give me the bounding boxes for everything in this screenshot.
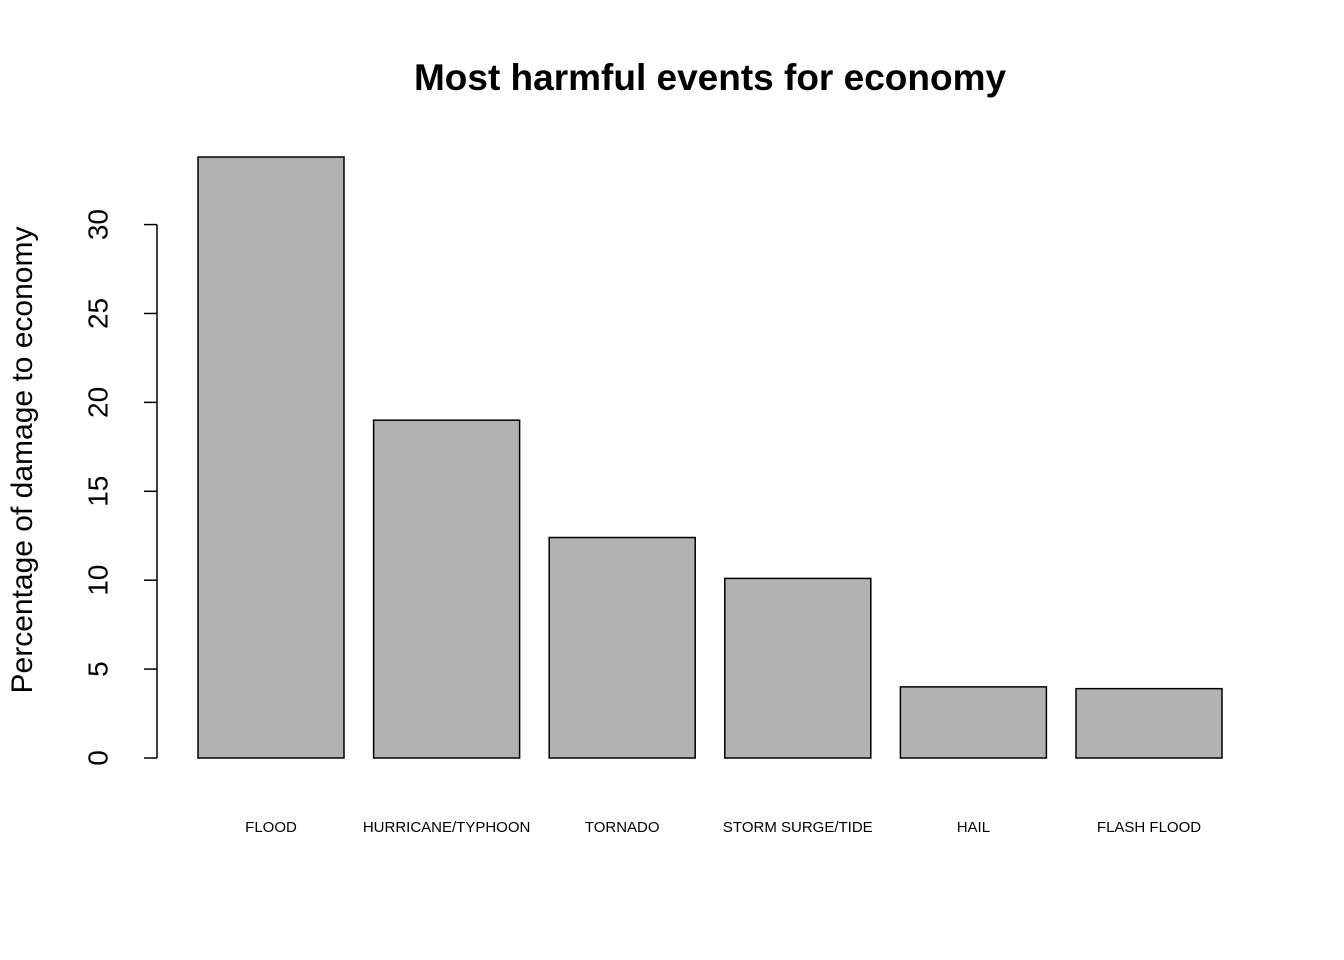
y-tick-label: 30 xyxy=(82,209,113,240)
y-tick-label: 25 xyxy=(82,298,113,329)
y-tick-label: 5 xyxy=(82,661,113,677)
chart-title: Most harmful events for economy xyxy=(414,57,1007,98)
bar xyxy=(899,686,1048,759)
y-tick-label: 10 xyxy=(82,565,113,596)
x-tick-label: TORNADO xyxy=(585,819,660,836)
bar xyxy=(372,419,521,759)
y-tick-label: 20 xyxy=(82,387,113,418)
bar xyxy=(724,577,872,759)
y-axis-label: Percentage of damage to economy xyxy=(6,227,39,694)
bar xyxy=(1075,687,1223,759)
bar xyxy=(197,156,345,759)
y-tick-label: 0 xyxy=(82,750,113,766)
y-tick-label: 15 xyxy=(82,476,113,507)
x-tick-label: FLASH FLOOD xyxy=(1097,819,1201,836)
x-tick-label: HURRICANE/TYPHOON xyxy=(363,819,531,836)
bar xyxy=(548,536,696,759)
x-tick-label: FLOOD xyxy=(245,819,297,836)
x-tick-label: STORM SURGE/TIDE xyxy=(723,819,873,836)
x-tick-label: HAIL xyxy=(957,819,990,836)
